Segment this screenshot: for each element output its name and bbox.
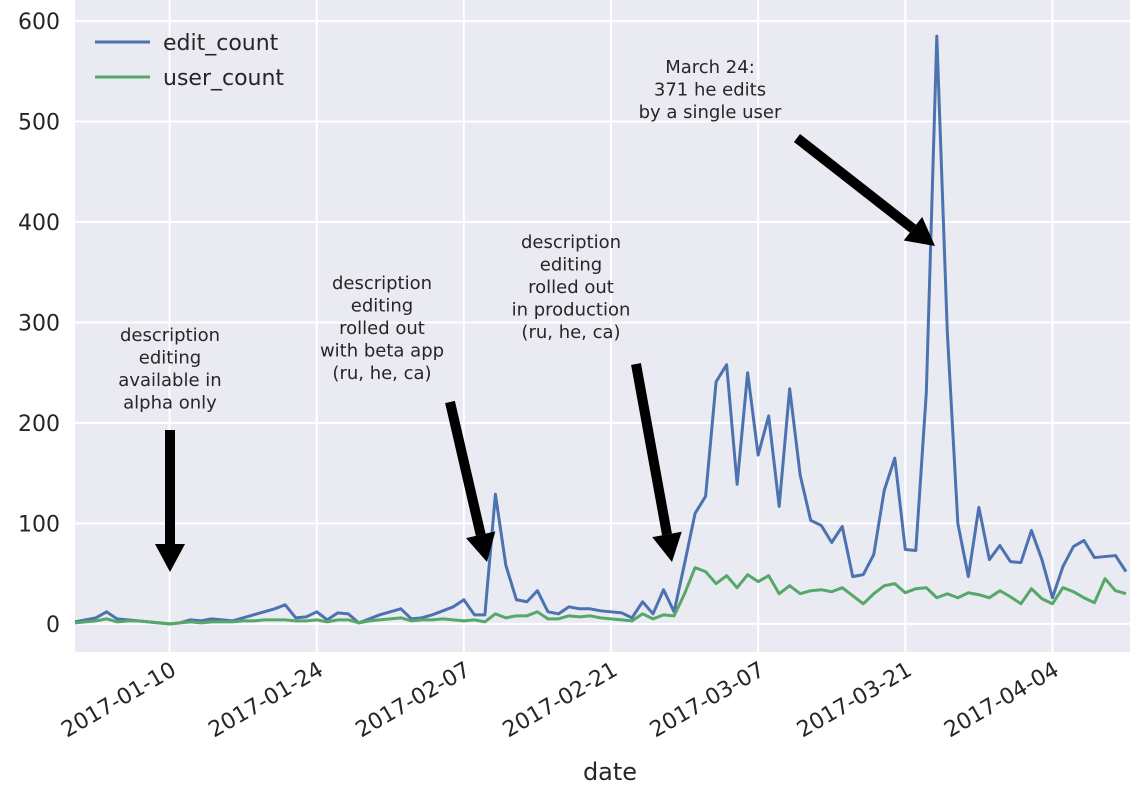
x-tick-label: 2017-01-10 <box>57 658 180 744</box>
x-tick-label: 2017-02-21 <box>499 658 622 744</box>
x-tick-label: 2017-03-21 <box>793 658 916 744</box>
x-tick-label: 2017-04-04 <box>940 658 1063 744</box>
y-tick-label: 500 <box>18 111 60 136</box>
x-tick-label: 2017-02-07 <box>352 658 475 744</box>
annotation-text: by a single user <box>639 102 782 123</box>
data-line <box>74 566 1127 626</box>
annotation-arrow <box>631 363 672 536</box>
annotation-text: editing <box>540 255 602 276</box>
y-tick-label: 300 <box>18 311 60 336</box>
x-tick-label: 2017-01-24 <box>205 658 328 744</box>
annotation-text: rolled out <box>339 318 425 339</box>
annotation-text: description <box>521 232 621 253</box>
legend-label: user_count <box>163 66 284 91</box>
annotation-arrowhead <box>155 544 185 572</box>
annotation-text: available in <box>118 370 221 391</box>
annotation-text: description <box>332 273 432 294</box>
annotation-text: rolled out <box>528 277 614 298</box>
grid <box>75 0 1130 652</box>
y-tick-label: 400 <box>18 211 60 236</box>
x-tick-label: 2017-03-07 <box>646 658 769 744</box>
y-tick-label: 0 <box>46 613 60 638</box>
overlay: edit_countuser_countdescriptioneditingav… <box>95 31 935 572</box>
annotation-text: editing <box>351 296 413 317</box>
plot-background <box>75 0 1130 652</box>
annotation-text: in production <box>512 300 631 321</box>
annotation-text: with beta app <box>320 341 444 362</box>
legend-label: edit_count <box>163 31 279 56</box>
y-tick-label: 100 <box>18 512 60 537</box>
annotation-text: alpha only <box>123 393 217 414</box>
y-tick-label: 600 <box>18 10 60 35</box>
data-line <box>74 34 1128 626</box>
annotation-arrow <box>793 134 917 233</box>
annotation-text: 371 he edits <box>654 80 766 101</box>
annotation-arrowhead <box>466 531 496 562</box>
annotation-text: (ru, he, ca) <box>332 363 431 384</box>
annotation-arrow <box>445 400 486 536</box>
annotation-text: editing <box>139 348 201 369</box>
annotation-text: description <box>120 325 220 346</box>
annotation-text: March 24: <box>665 57 755 78</box>
annotation-arrowhead <box>652 531 682 562</box>
lines <box>74 34 1128 626</box>
annotation-arrowhead <box>903 216 935 246</box>
y-tick-label: 200 <box>18 412 60 437</box>
annotation-text: (ru, he, ca) <box>521 322 620 343</box>
x-axis-label: date <box>583 758 637 786</box>
